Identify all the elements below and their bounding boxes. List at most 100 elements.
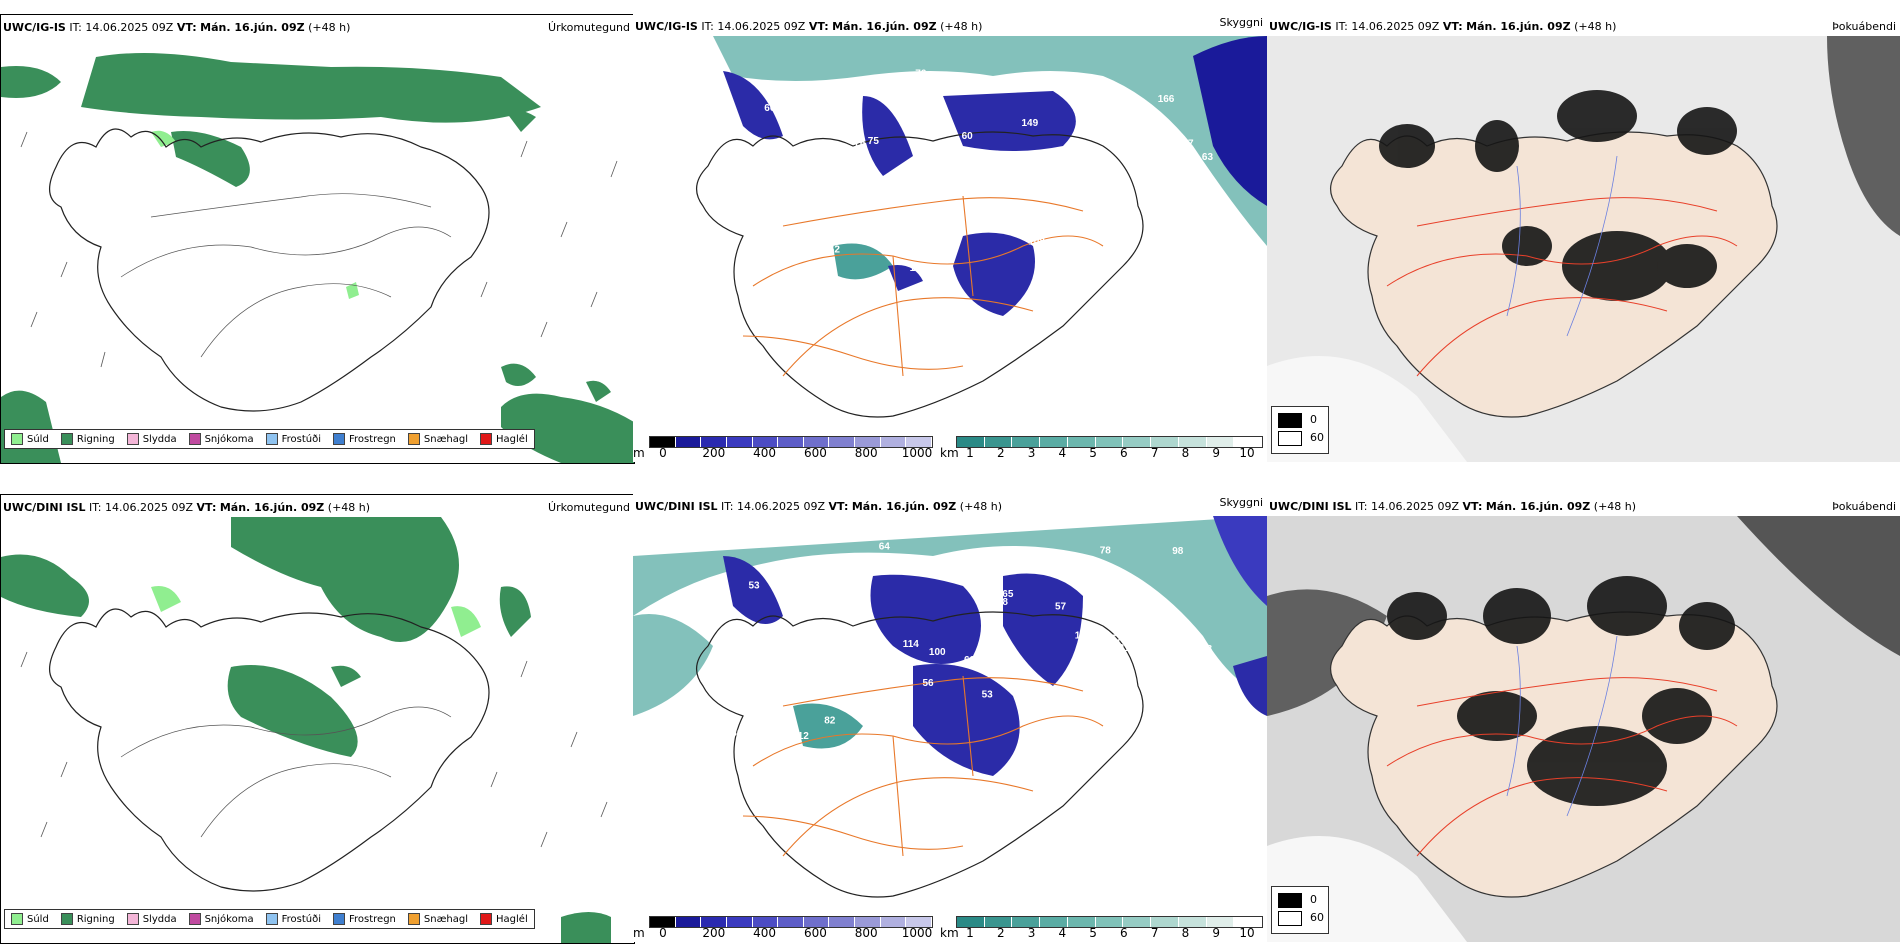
- colorbar-bin: [984, 437, 1013, 447]
- visibility-value: 85: [1111, 297, 1123, 308]
- legend-swatch: [480, 913, 493, 925]
- colorbar-bin: [1178, 437, 1207, 447]
- visibility-value: 112: [793, 731, 810, 742]
- legend-item: Slydda: [126, 913, 177, 925]
- colorbar-bin: [957, 917, 985, 927]
- legend-swatch: [265, 913, 278, 925]
- colorbar-bin: [675, 917, 702, 927]
- colorbar-bin: [984, 917, 1013, 927]
- colorbar-tick-label: 8: [1181, 446, 1190, 460]
- colorbar-tick-label: 5: [1089, 926, 1097, 940]
- legend-label: Snæhagl: [423, 433, 469, 445]
- visibility-value: 281: [1036, 739, 1053, 750]
- colorbar-bin: [957, 437, 985, 447]
- visibility-value: 76: [915, 68, 927, 79]
- fog-swatch: [1278, 893, 1302, 908]
- colorbar-tick-label: 200: [702, 926, 726, 940]
- fog-label: 0: [1310, 413, 1317, 426]
- colorbar-bin: [1234, 917, 1263, 927]
- fog-map: [1267, 516, 1900, 942]
- visibility-value: 166: [1158, 94, 1175, 105]
- fog-label: 60: [1310, 431, 1324, 444]
- visibility-value: 114: [903, 639, 920, 650]
- colorbar-bin: [778, 917, 804, 927]
- panel-header: UWC/DINI ISL IT: 14.06.2025 09Z VT: Mán.…: [1269, 500, 1637, 513]
- colorbar-bin: [906, 437, 933, 447]
- colorbar-bin: [650, 917, 676, 927]
- colorbar-tick-label: 9: [1212, 446, 1221, 460]
- panel-header: UWC/DINI ISL IT: 14.06.2025 09Z VT: Mán.…: [635, 500, 1003, 513]
- visibility-value: 108: [1028, 237, 1045, 248]
- fog-swatch: [1278, 413, 1302, 428]
- legend-item: Súld: [11, 913, 49, 925]
- visibility-value: 57: [1055, 601, 1067, 612]
- fog-panel-bottom: UWC/DINI ISL IT: 14.06.2025 09Z VT: Mán.…: [1267, 494, 1900, 942]
- colorbar-bin: [1234, 437, 1263, 447]
- colorbar-bin: [1040, 437, 1068, 447]
- colorbar-tick-label: 10: [1239, 926, 1255, 940]
- visibility-value: 60: [964, 655, 976, 666]
- colorbar-tick-label: 6: [1120, 446, 1128, 460]
- visibility-value: 83: [1150, 644, 1162, 655]
- precip-legend: Súld Rigning Slydda Snjókoma Frostúði Frostre…: [4, 429, 535, 449]
- panel-title: Úrkomutegund: [548, 21, 630, 34]
- colorbar-tick-label: 0: [659, 926, 667, 940]
- colorbar-bin: [1123, 437, 1152, 447]
- colorbar-tick-label: 600: [803, 926, 827, 940]
- visibility-panel-bottom: UWC/DINI ISL IT: 14.06.2025 09Z VT: Mán.…: [633, 494, 1267, 942]
- colorbar-tick-label: 600: [803, 446, 827, 460]
- colorbar-bin: [880, 917, 907, 927]
- visibility-value: 108: [827, 294, 844, 305]
- rain-areas: [1, 53, 634, 463]
- visibility-value: 56: [923, 678, 935, 689]
- fog-swatch: [1278, 431, 1302, 446]
- colorbar-tick-label: 7: [1150, 926, 1159, 940]
- legend-label: Frostúði: [281, 433, 321, 445]
- visibility-value: 77: [980, 160, 992, 171]
- legend-item: Slydda: [126, 433, 177, 445]
- legend-label: Snæhagl: [423, 913, 469, 925]
- colorbar-tick-label: 2: [996, 926, 1005, 940]
- visibility-value: 84: [909, 174, 921, 185]
- colorbar-bin: [650, 437, 676, 447]
- roads: [1386, 677, 1738, 857]
- legend-label: Súld: [27, 433, 49, 445]
- fog-label: 60: [1310, 911, 1324, 924]
- visibility-value: 128: [1117, 758, 1134, 769]
- colorbar-bin: [1151, 437, 1179, 447]
- visibility-value: 88: [925, 106, 937, 117]
- precip-legend: Súld Rigning Slydda Snjókoma Frostúði Frostre…: [4, 909, 535, 929]
- visibility-values: 57 472 166 163 149 61 58 60 42 75 74 87 88 96 98 66 76 63…: [737, 68, 1213, 322]
- visibility-value: 149: [1022, 118, 1039, 129]
- legend-item: Snæhagl: [407, 913, 469, 925]
- visibility-value: 65: [1002, 589, 1014, 600]
- colorbar-bin: [906, 917, 933, 927]
- colorbar-bin: [1151, 917, 1179, 927]
- roads: [742, 675, 1104, 857]
- legend-swatch: [407, 433, 420, 445]
- colorbar-bin: [803, 437, 830, 447]
- visibility-value: 610: [875, 796, 892, 807]
- wind-barbs: [20, 131, 618, 368]
- colorbar-tick-label: 800: [854, 926, 878, 940]
- visibility-value: 47: [988, 796, 1000, 807]
- legend-item: Haglél: [480, 913, 528, 925]
- visibility-value: 108: [1195, 644, 1212, 655]
- colorbar-bin: [1012, 437, 1041, 447]
- colorbar-tick-label: 5: [1089, 446, 1097, 460]
- legend-swatch: [480, 433, 493, 445]
- colorbar-tick-label: 0: [659, 446, 667, 460]
- legend-swatch: [60, 913, 73, 925]
- visibility-value: 67: [1111, 633, 1123, 644]
- colorbar-tick-label: 3: [1027, 926, 1036, 940]
- visibility-value: 102: [1075, 631, 1092, 642]
- legend-item: Snjókoma: [188, 913, 254, 925]
- fog-label: 0: [1310, 893, 1317, 906]
- colorbar-bin: [1206, 437, 1235, 447]
- legend-label: Frostregn: [349, 433, 396, 445]
- roads: [120, 706, 452, 838]
- visibility-value: 76: [854, 138, 866, 149]
- colorbar-bin: [803, 917, 830, 927]
- wind-barbs: [20, 651, 608, 848]
- visibility-map: 57 472 166 163 149 61 58 60 42 75 74 87 88 96 98 66 76 63…: [633, 36, 1267, 440]
